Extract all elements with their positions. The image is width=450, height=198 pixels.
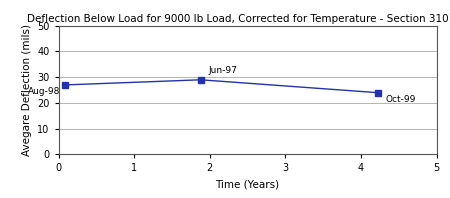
Y-axis label: Avegare Deflection (mils): Avegare Deflection (mils) [22,24,32,156]
Text: Aug-98: Aug-98 [28,87,61,96]
Text: Jun-97: Jun-97 [208,66,237,75]
Text: Oct-99: Oct-99 [385,95,415,104]
X-axis label: Time (Years): Time (Years) [216,179,279,189]
Title: Deflection Below Load for 9000 lb Load, Corrected for Temperature - Section 3101: Deflection Below Load for 9000 lb Load, … [27,14,450,24]
